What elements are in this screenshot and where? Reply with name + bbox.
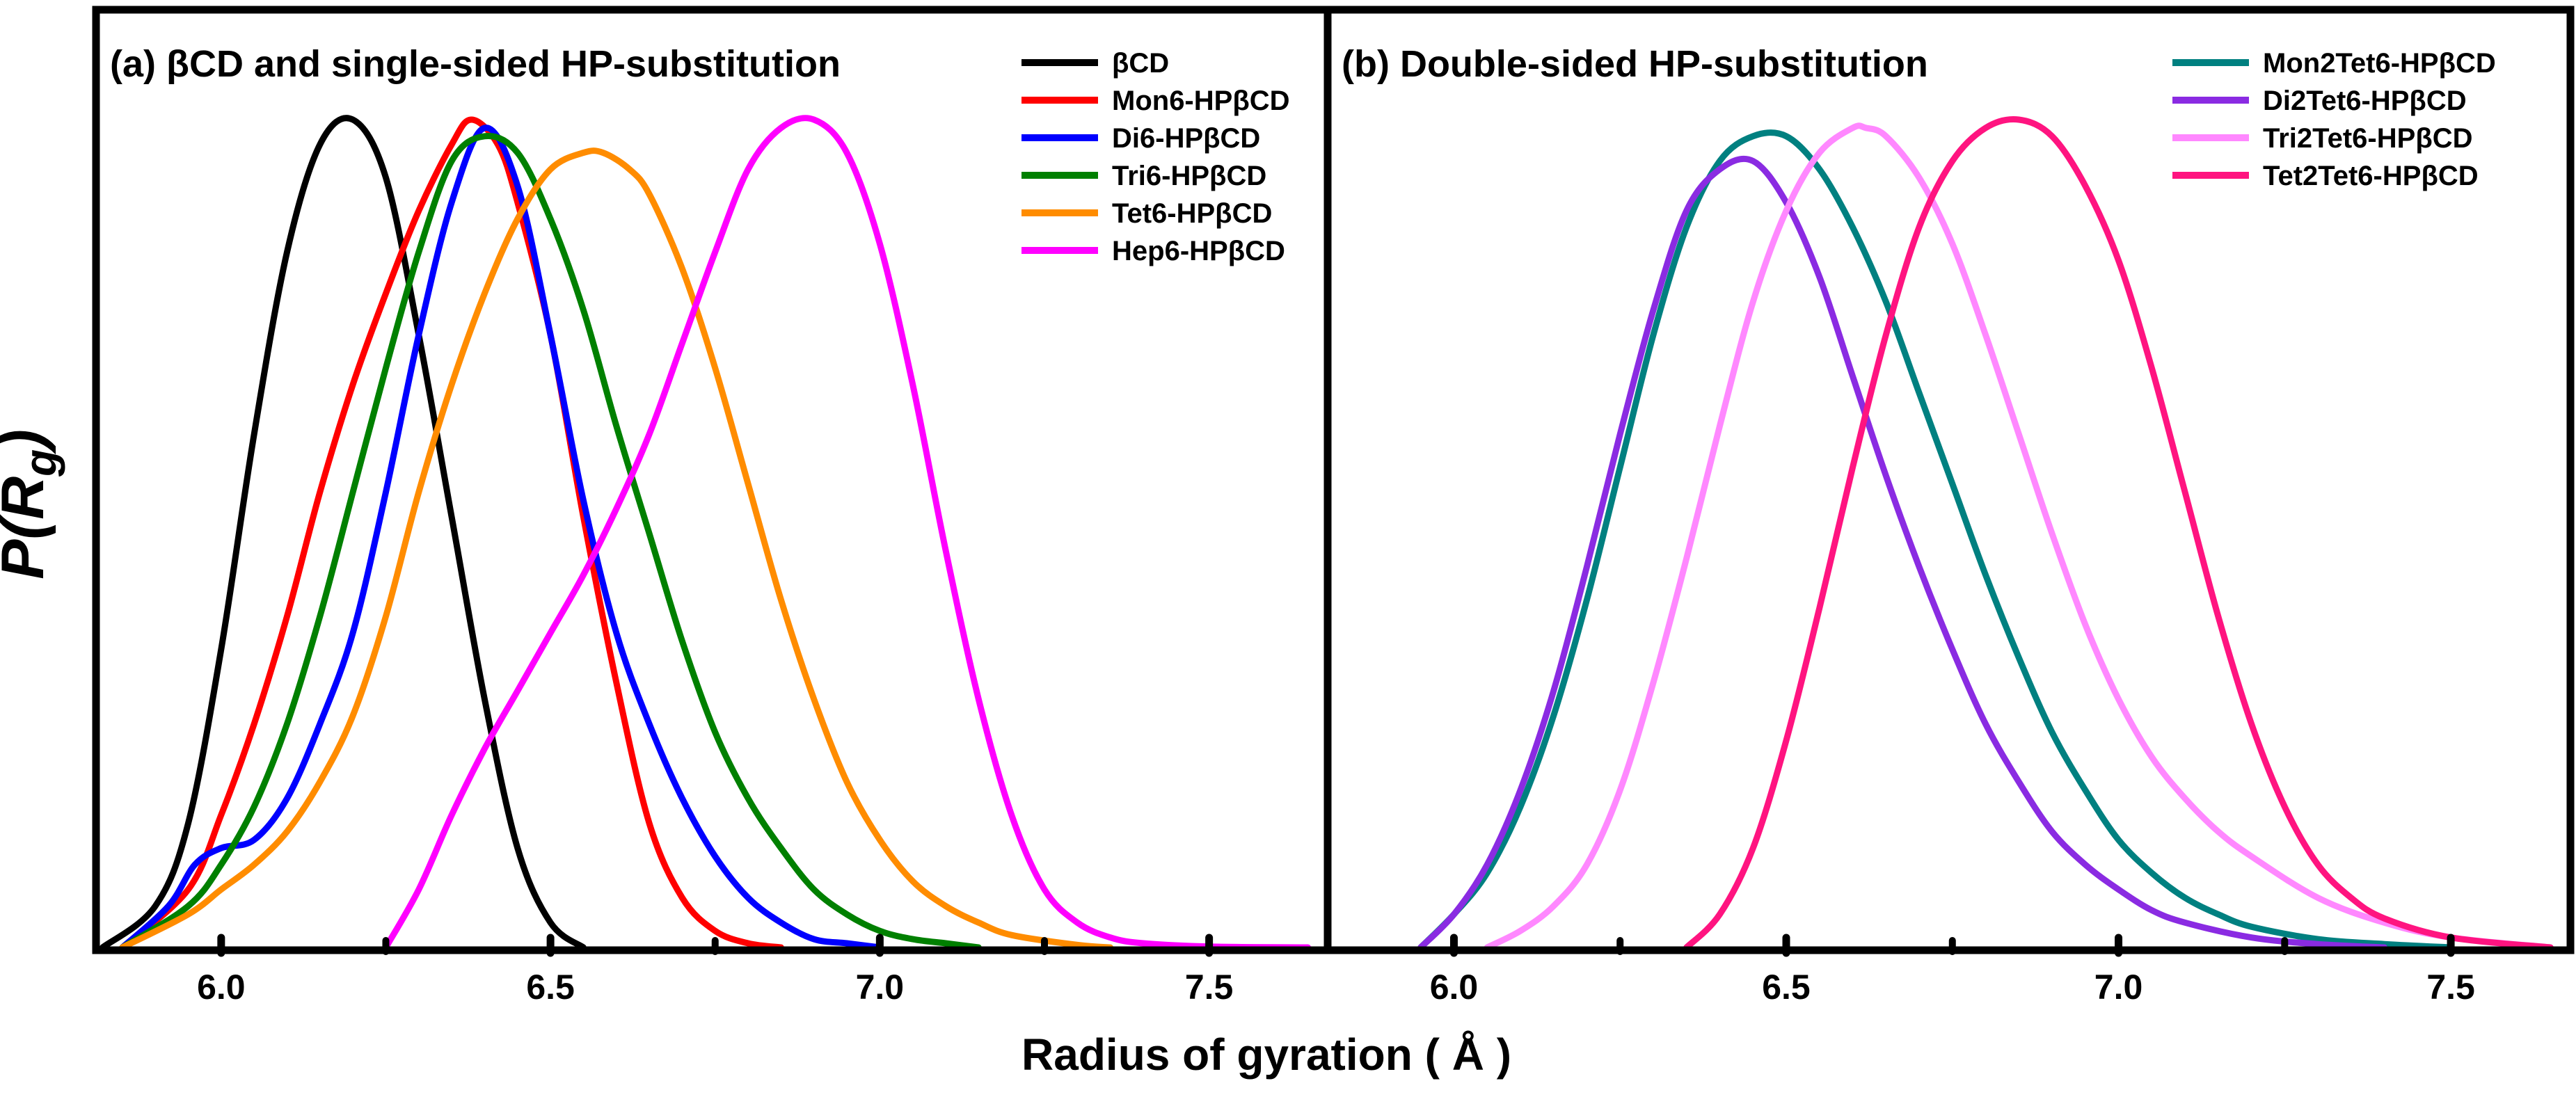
legend-label-b-2: Tri2Tet6-HPβCD [2263,123,2473,154]
curve-a-0 [100,115,587,951]
svg-text:P(Rg): P(Rg) [0,429,65,579]
panel-a: 6.0 6.5 7.0 7.5 (a) βCD and single-sided HP… [92,6,1332,1007]
tick-label-a-0: 6.0 [197,968,246,1007]
panel-b-curves [1417,116,2554,951]
panel-b-title: (b) Double-sided HP-substitution [1342,43,1928,85]
panel-a-title: (a) βCD and single-sided HP-substitution [110,43,841,85]
curve-a-2 [119,125,883,951]
tick-label-b-0: 6.0 [1430,968,1479,1007]
tick-label-b-2: 7.0 [2094,968,2143,1007]
curve-a-1 [119,116,784,951]
curve-b-2 [1484,122,2554,951]
legend-label-a-4: Tet6-HPβCD [1112,198,1272,229]
legend-label-a-1: Mon6-HPβCD [1112,86,1290,116]
legend-label-a-5: Hep6-HPβCD [1112,236,1285,266]
tick-label-a-1: 6.5 [526,968,575,1007]
legend-label-b-1: Di2Tet6-HPβCD [2263,86,2467,116]
curve-a-5 [383,115,1312,951]
panel-b: 6.0 6.5 7.0 7.5 (b) Double-sided HP-substit… [1323,6,2575,1007]
legend-label-b-3: Tet2Tet6-HPβCD [2263,161,2479,191]
tick-label-a-2: 7.0 [856,968,905,1007]
legend-label-a-0: βCD [1112,48,1169,79]
tick-label-a-3: 7.5 [1185,968,1234,1007]
curve-b-1 [1417,155,2388,951]
panel-b-legend: Mon2Tet6-HPβCD Di2Tet6-HPβCD Tri2Tet6-HPβC… [2172,48,2496,191]
panel-b-ticks: 6.0 6.5 7.0 7.5 [1430,934,2475,1007]
tick-label-b-3: 7.5 [2426,968,2475,1007]
panel-a-curves [100,115,1312,951]
y-axis-label: P(Rg) [0,429,65,579]
x-axis-label: Radius of gyration ( Å ) [1021,1030,1511,1080]
y-axis-label-R: R [0,477,56,520]
curve-b-0 [1417,129,2454,951]
panel-a-ticks: 6.0 6.5 7.0 7.5 [197,934,1234,1007]
legend-label-a-2: Di6-HPβCD [1112,123,1260,154]
legend-label-b-0: Mon2Tet6-HPβCD [2263,48,2496,79]
curve-a-3 [119,132,982,951]
y-axis-label-g: g [15,449,65,477]
curve-a-4 [119,147,1114,951]
tick-label-b-1: 6.5 [1762,968,1811,1007]
legend-label-a-3: Tri6-HPβCD [1112,161,1266,191]
curve-b-3 [1683,116,2554,951]
y-axis-label-open: P( [0,514,56,579]
panel-a-legend: βCD Mon6-HPβCD Di6-HPβCD Tri6-HPβCD Tet6-HPβ… [1021,48,1290,266]
